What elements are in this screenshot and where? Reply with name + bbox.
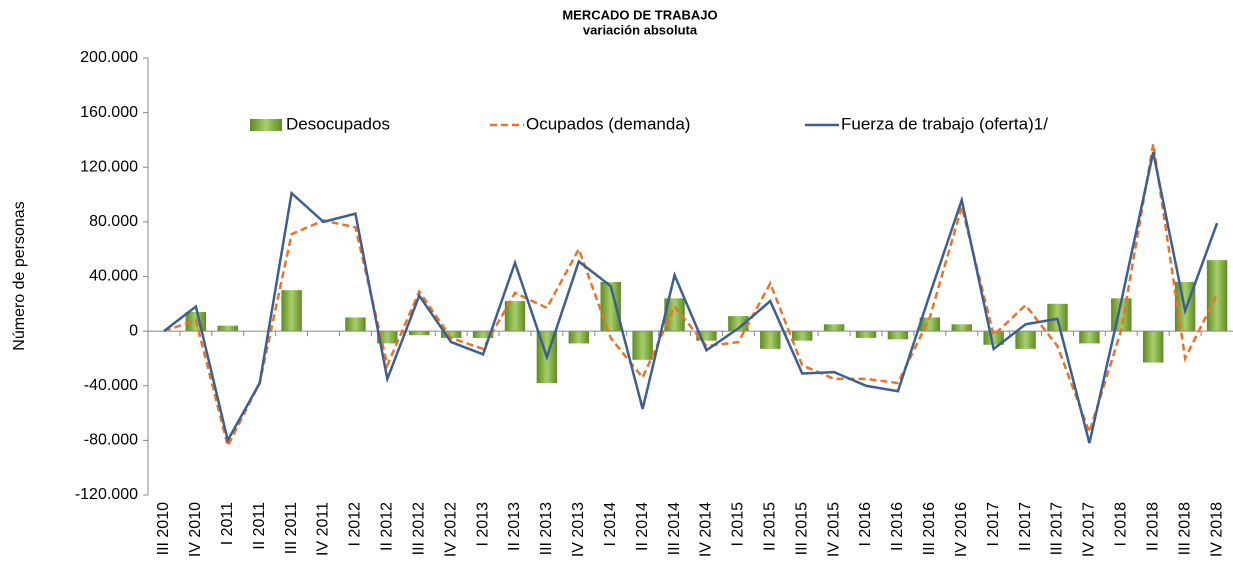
x-tick-label: I 2016 (857, 502, 874, 547)
bar (345, 317, 366, 332)
y-tick-label: -40.000 (84, 377, 138, 394)
bar (1015, 331, 1036, 349)
x-tick-label: II 2015 (761, 502, 778, 551)
bar (1079, 331, 1100, 344)
bar (951, 324, 972, 332)
bar (217, 325, 238, 332)
x-tick-label: IV 2015 (825, 502, 842, 557)
x-tick-label: IV 2014 (698, 502, 715, 557)
x-tick-label: IV 2012 (442, 502, 459, 557)
bar (664, 298, 685, 332)
y-tick-label: 160.000 (80, 104, 138, 121)
x-tick-label: I 2013 (474, 502, 491, 547)
x-tick-label: I 2018 (1113, 502, 1130, 547)
bar (504, 301, 526, 332)
x-tick-label: III 2010 (155, 502, 172, 555)
y-tick-label: -120.000 (75, 486, 138, 503)
x-tick-label: IV 2010 (187, 502, 204, 557)
x-tick-label: III 2014 (666, 502, 683, 555)
bar (855, 331, 877, 338)
bar (1047, 303, 1068, 332)
bar (632, 331, 653, 360)
bar (409, 331, 430, 336)
y-axis-label: Número de personas (11, 201, 28, 350)
x-tick-label: II 2011 (251, 502, 268, 550)
x-tick-label: II 2017 (1017, 502, 1034, 551)
y-tick-label: -80.000 (84, 432, 138, 449)
bar (281, 290, 302, 332)
x-tick-label: I 2017 (985, 502, 1002, 547)
bar (983, 331, 1004, 345)
bar (1206, 260, 1228, 332)
x-tick-label: I 2015 (730, 502, 747, 547)
x-tick-label: III 2016 (921, 502, 938, 555)
bar (887, 331, 909, 340)
x-tick-label: I 2014 (602, 502, 619, 547)
x-tick-label: III 2011 (283, 502, 300, 554)
y-tick-label: 200.000 (80, 49, 138, 66)
bar (568, 331, 590, 344)
legend-label: Desocupados (286, 114, 390, 133)
x-tick-label: II 2016 (889, 502, 906, 551)
y-tick-label: 40.000 (89, 268, 138, 285)
x-tick-label: IV 2018 (1208, 502, 1225, 557)
bar (728, 316, 749, 332)
y-tick-label: 80.000 (89, 213, 138, 230)
legend-label: Fuerza de trabajo (oferta)1/ (841, 114, 1048, 133)
x-tick-label: III 2013 (538, 502, 555, 555)
x-tick-label: III 2018 (1176, 502, 1193, 555)
x-tick-label: I 2011 (219, 502, 236, 545)
line-series (163, 151, 1219, 444)
bar (823, 324, 845, 332)
x-tick-label: II 2014 (634, 502, 651, 551)
bar (1143, 331, 1164, 363)
x-tick-label: II 2018 (1144, 502, 1161, 551)
y-tick-label: 120.000 (80, 158, 138, 175)
legend-label: Ocupados (demanda) (526, 114, 690, 133)
line-series (163, 143, 1219, 450)
bar (791, 331, 813, 341)
x-tick-label: II 2013 (506, 502, 523, 551)
x-tick-label: I 2012 (347, 502, 364, 547)
bar (440, 331, 462, 338)
bar (696, 331, 717, 341)
bar (600, 281, 621, 332)
chart-subtitle: variación absoluta (583, 22, 698, 37)
x-tick-label: IV 2017 (1081, 502, 1098, 557)
x-tick-label: III 2015 (793, 502, 810, 555)
x-tick-label: IV 2011 (315, 502, 332, 556)
bar (377, 331, 398, 344)
chart-title: MERCADO DE TRABAJO (562, 7, 717, 22)
x-tick-label: II 2012 (379, 502, 396, 551)
legend-swatch (250, 119, 282, 131)
x-tick-label: III 2012 (410, 502, 427, 555)
bar (472, 331, 494, 338)
y-tick-label: 0 (129, 322, 138, 339)
x-tick-label: III 2017 (1049, 502, 1066, 555)
x-tick-label: IV 2013 (570, 502, 587, 557)
x-tick-label: IV 2016 (953, 502, 970, 557)
bar (760, 331, 781, 349)
